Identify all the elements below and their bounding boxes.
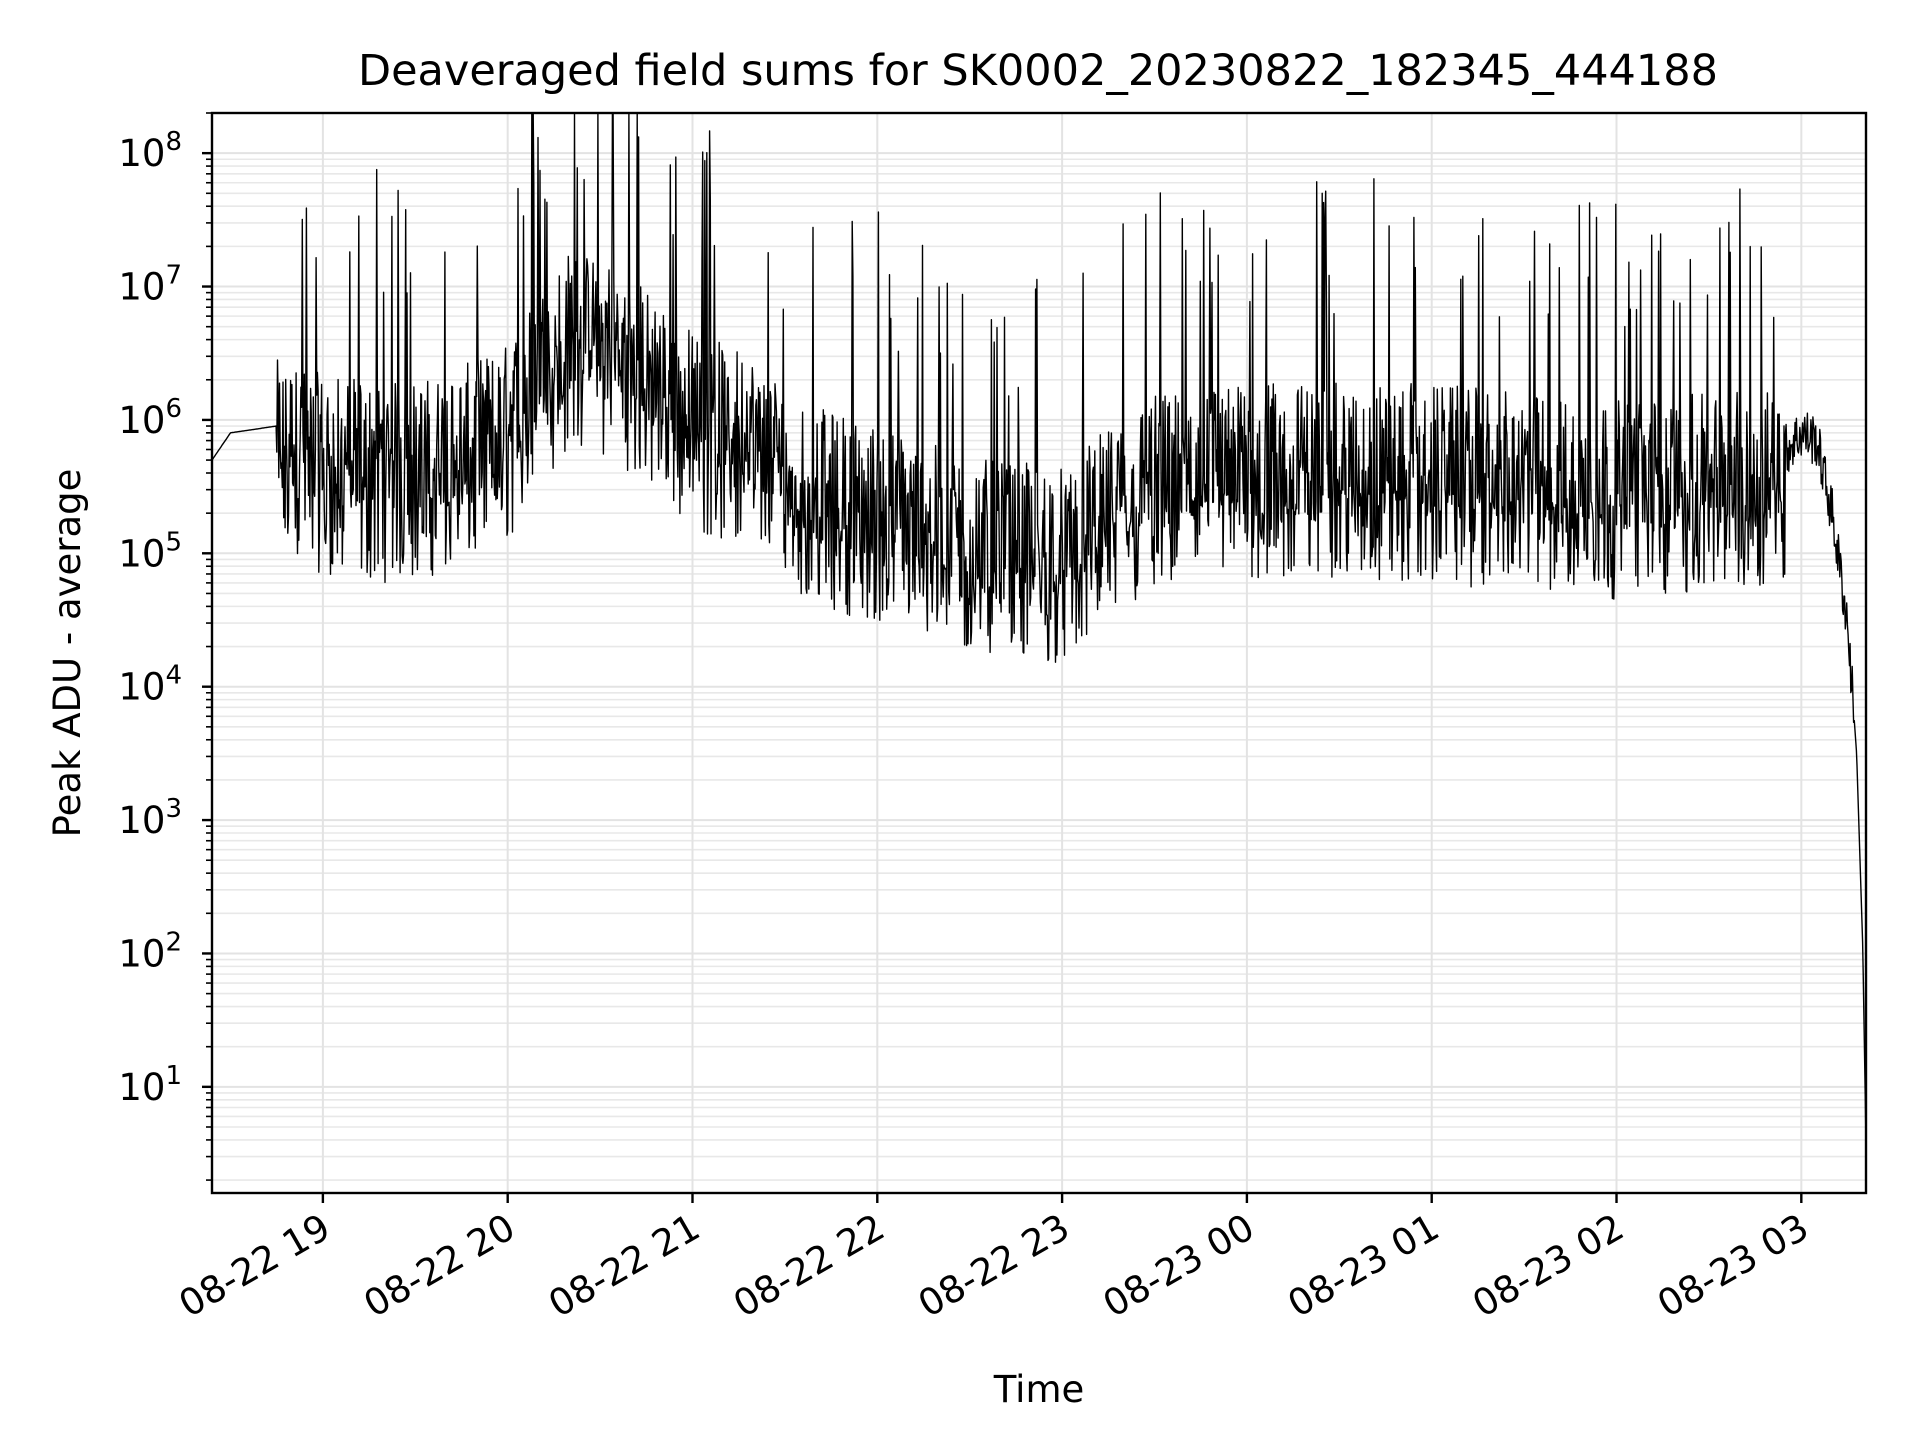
- plot-area-background: [212, 113, 1866, 1193]
- y-axis-label: Peak ADU - average: [46, 469, 89, 838]
- series-group: [211, 112, 1867, 1143]
- y-tick-label: 103: [118, 794, 182, 842]
- y-tick-label: 108: [118, 127, 182, 175]
- series-line: [211, 112, 1867, 1143]
- x-axis-label: Time: [993, 1368, 1085, 1411]
- y-tick-label: 105: [118, 527, 182, 575]
- x-axis: 08-22 19 08-22 20 08-22 21 08-22 22 08-22 23…: [172, 1193, 1816, 1326]
- x-tick-label: 08-23 01: [1281, 1206, 1447, 1326]
- y-tick-label: 104: [118, 661, 182, 709]
- y-tick-label: 101: [118, 1061, 182, 1109]
- x-tick-label: 08-23 00: [1096, 1206, 1262, 1326]
- x-tick-label: 08-22 21: [541, 1206, 707, 1326]
- chart-title: Deaveraged field sums for SK0002_2023082…: [358, 46, 1718, 96]
- x-tick-label: 08-22 19: [172, 1206, 338, 1326]
- y-tick-label: 106: [118, 394, 182, 442]
- x-tick-label: 08-22 20: [357, 1206, 523, 1326]
- y-tick-label: 107: [118, 261, 182, 309]
- x-tick-label: 08-22 22: [726, 1206, 892, 1326]
- x-tick-label: 08-23 03: [1650, 1206, 1816, 1326]
- y-tick-label: 102: [118, 927, 182, 975]
- x-tick-label: 08-23 02: [1465, 1206, 1631, 1326]
- x-tick-label: 08-22 23: [911, 1206, 1077, 1326]
- plot-frame: [210, 111, 1868, 1195]
- y-axis: 101 102 103 104 105 106 107 108: [118, 112, 212, 1181]
